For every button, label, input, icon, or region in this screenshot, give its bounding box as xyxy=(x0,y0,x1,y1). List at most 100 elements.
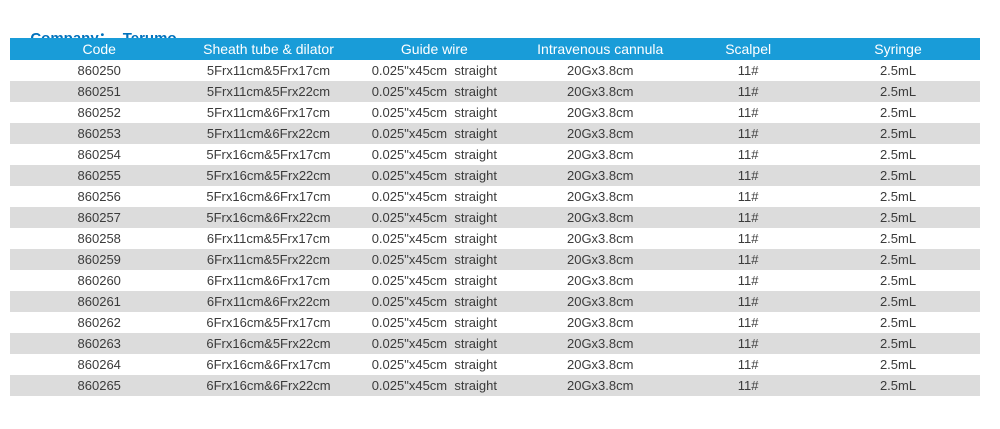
cell-code: 860264 xyxy=(77,357,121,372)
cell-syringe: 2.5mL xyxy=(879,315,917,330)
cell-scalpel: 11# xyxy=(737,315,759,330)
table-row: 860251 5Frx11cm&5Frx22cm 0.025"x45cm strai… xyxy=(10,81,980,102)
cell-sheath-tube-dilator: 6Frx11cm&6Frx17cm xyxy=(206,273,331,288)
cell-intravenous-cannula: 20Gx3.8cm xyxy=(566,336,634,351)
cell-syringe: 2.5mL xyxy=(879,294,917,309)
cell-intravenous-cannula: 20Gx3.8cm xyxy=(566,231,634,246)
cell-syringe: 2.5mL xyxy=(879,336,917,351)
cell-guide-wire: 0.025"x45cm straight xyxy=(371,147,497,162)
table-row: 860265 6Frx16cm&6Frx22cm 0.025"x45cm strai… xyxy=(10,375,980,396)
cell-intravenous-cannula: 20Gx3.8cm xyxy=(566,126,634,141)
cell-guide-wire: 0.025"x45cm straight xyxy=(371,336,497,351)
cell-guide-wire: 0.025"x45cm straight xyxy=(371,252,497,267)
cell-scalpel: 11# xyxy=(737,126,759,141)
cell-scalpel: 11# xyxy=(737,294,759,309)
cell-syringe: 2.5mL xyxy=(879,189,917,204)
cell-code: 860263 xyxy=(77,336,121,351)
cell-scalpel: 11# xyxy=(737,231,759,246)
cell-code: 860256 xyxy=(77,189,121,204)
cell-scalpel: 11# xyxy=(737,252,759,267)
cell-intravenous-cannula: 20Gx3.8cm xyxy=(566,168,634,183)
table-row: 860264 6Frx16cm&6Frx17cm 0.025"x45cm strai… xyxy=(10,354,980,375)
table-row: 860255 5Frx16cm&5Frx22cm 0.025"x45cm strai… xyxy=(10,165,980,186)
cell-scalpel: 11# xyxy=(737,189,759,204)
cell-scalpel: 11# xyxy=(737,168,759,183)
table-row: 860250 5Frx11cm&5Frx17cm 0.025"x45cm strai… xyxy=(10,60,980,81)
table-header-row: Code Sheath tube & dilator Guide wire Intra… xyxy=(10,38,980,60)
cell-guide-wire: 0.025"x45cm straight xyxy=(371,294,497,309)
cell-sheath-tube-dilator: 6Frx16cm&5Frx17cm xyxy=(206,315,331,330)
table-row: 860259 6Frx11cm&5Frx22cm 0.025"x45cm strai… xyxy=(10,249,980,270)
cell-guide-wire: 0.025"x45cm straight xyxy=(371,315,497,330)
cell-guide-wire: 0.025"x45cm straight xyxy=(371,231,497,246)
cell-intravenous-cannula: 20Gx3.8cm xyxy=(566,273,634,288)
cell-syringe: 2.5mL xyxy=(879,273,917,288)
cell-syringe: 2.5mL xyxy=(879,84,917,99)
cell-code: 860261 xyxy=(77,294,121,309)
cell-sheath-tube-dilator: 6Frx11cm&5Frx17cm xyxy=(206,231,331,246)
cell-sheath-tube-dilator: 5Frx11cm&5Frx22cm xyxy=(206,84,331,99)
cell-code: 860251 xyxy=(77,84,121,99)
cell-sheath-tube-dilator: 5Frx16cm&6Frx22cm xyxy=(206,210,331,225)
cell-sheath-tube-dilator: 5Frx11cm&6Frx22cm xyxy=(206,126,331,141)
cell-syringe: 2.5mL xyxy=(879,357,917,372)
cell-syringe: 2.5mL xyxy=(879,168,917,183)
cell-intravenous-cannula: 20Gx3.8cm xyxy=(566,63,634,78)
table-row: 860256 5Frx16cm&6Frx17cm 0.025"x45cm strai… xyxy=(10,186,980,207)
cell-code: 860259 xyxy=(77,252,121,267)
cell-scalpel: 11# xyxy=(737,84,759,99)
table-row: 860254 5Frx16cm&5Frx17cm 0.025"x45cm strai… xyxy=(10,144,980,165)
cell-syringe: 2.5mL xyxy=(879,378,917,393)
cell-sheath-tube-dilator: 5Frx16cm&6Frx17cm xyxy=(206,189,331,204)
cell-syringe: 2.5mL xyxy=(879,147,917,162)
cell-scalpel: 11# xyxy=(737,378,759,393)
cell-sheath-tube-dilator: 6Frx16cm&5Frx22cm xyxy=(206,336,331,351)
product-table: Code Sheath tube & dilator Guide wire Intra… xyxy=(10,38,980,396)
column-header: Code xyxy=(10,38,189,60)
cell-scalpel: 11# xyxy=(737,105,759,120)
cell-intravenous-cannula: 20Gx3.8cm xyxy=(566,210,634,225)
cell-scalpel: 11# xyxy=(737,63,759,78)
cell-scalpel: 11# xyxy=(737,210,759,225)
cell-intravenous-cannula: 20Gx3.8cm xyxy=(566,147,634,162)
cell-intravenous-cannula: 20Gx3.8cm xyxy=(566,84,634,99)
cell-intravenous-cannula: 20Gx3.8cm xyxy=(566,105,634,120)
cell-guide-wire: 0.025"x45cm straight xyxy=(371,105,497,120)
cell-guide-wire: 0.025"x45cm straight xyxy=(371,357,497,372)
cell-intravenous-cannula: 20Gx3.8cm xyxy=(566,189,634,204)
cell-code: 860258 xyxy=(77,231,121,246)
cell-syringe: 2.5mL xyxy=(879,252,917,267)
cell-code: 860265 xyxy=(77,378,121,393)
table-row: 860252 5Frx11cm&6Frx17cm 0.025"x45cm strai… xyxy=(10,102,980,123)
table-row: 860253 5Frx11cm&6Frx22cm 0.025"x45cm strai… xyxy=(10,123,980,144)
cell-intravenous-cannula: 20Gx3.8cm xyxy=(566,294,634,309)
cell-sheath-tube-dilator: 6Frx16cm&6Frx22cm xyxy=(206,378,331,393)
table-row: 860261 6Frx11cm&6Frx22cm 0.025"x45cm strai… xyxy=(10,291,980,312)
cell-guide-wire: 0.025"x45cm straight xyxy=(371,84,497,99)
column-header: Syringe xyxy=(816,38,980,60)
cell-sheath-tube-dilator: 5Frx16cm&5Frx17cm xyxy=(206,147,331,162)
cell-code: 860252 xyxy=(77,105,121,120)
table-row: 860263 6Frx16cm&5Frx22cm 0.025"x45cm strai… xyxy=(10,333,980,354)
cell-guide-wire: 0.025"x45cm straight xyxy=(371,63,497,78)
table-body: 860250 5Frx11cm&5Frx17cm 0.025"x45cm strai… xyxy=(10,60,980,396)
cell-code: 860255 xyxy=(77,168,121,183)
cell-sheath-tube-dilator: 6Frx16cm&6Frx17cm xyxy=(206,357,331,372)
cell-scalpel: 11# xyxy=(737,336,759,351)
cell-intravenous-cannula: 20Gx3.8cm xyxy=(566,252,634,267)
cell-scalpel: 11# xyxy=(737,273,759,288)
cell-guide-wire: 0.025"x45cm straight xyxy=(371,126,497,141)
cell-code: 860250 xyxy=(77,63,121,78)
table-row: 860258 6Frx11cm&5Frx17cm 0.025"x45cm strai… xyxy=(10,228,980,249)
cell-syringe: 2.5mL xyxy=(879,210,917,225)
cell-sheath-tube-dilator: 5Frx16cm&5Frx22cm xyxy=(206,168,331,183)
cell-scalpel: 11# xyxy=(737,147,759,162)
cell-guide-wire: 0.025"x45cm straight xyxy=(371,168,497,183)
cell-sheath-tube-dilator: 5Frx11cm&6Frx17cm xyxy=(206,105,331,120)
cell-guide-wire: 0.025"x45cm straight xyxy=(371,189,497,204)
cell-syringe: 2.5mL xyxy=(879,231,917,246)
cell-code: 860262 xyxy=(77,315,121,330)
cell-guide-wire: 0.025"x45cm straight xyxy=(371,210,497,225)
column-header: Intravenous cannula xyxy=(520,38,681,60)
cell-code: 860257 xyxy=(77,210,121,225)
